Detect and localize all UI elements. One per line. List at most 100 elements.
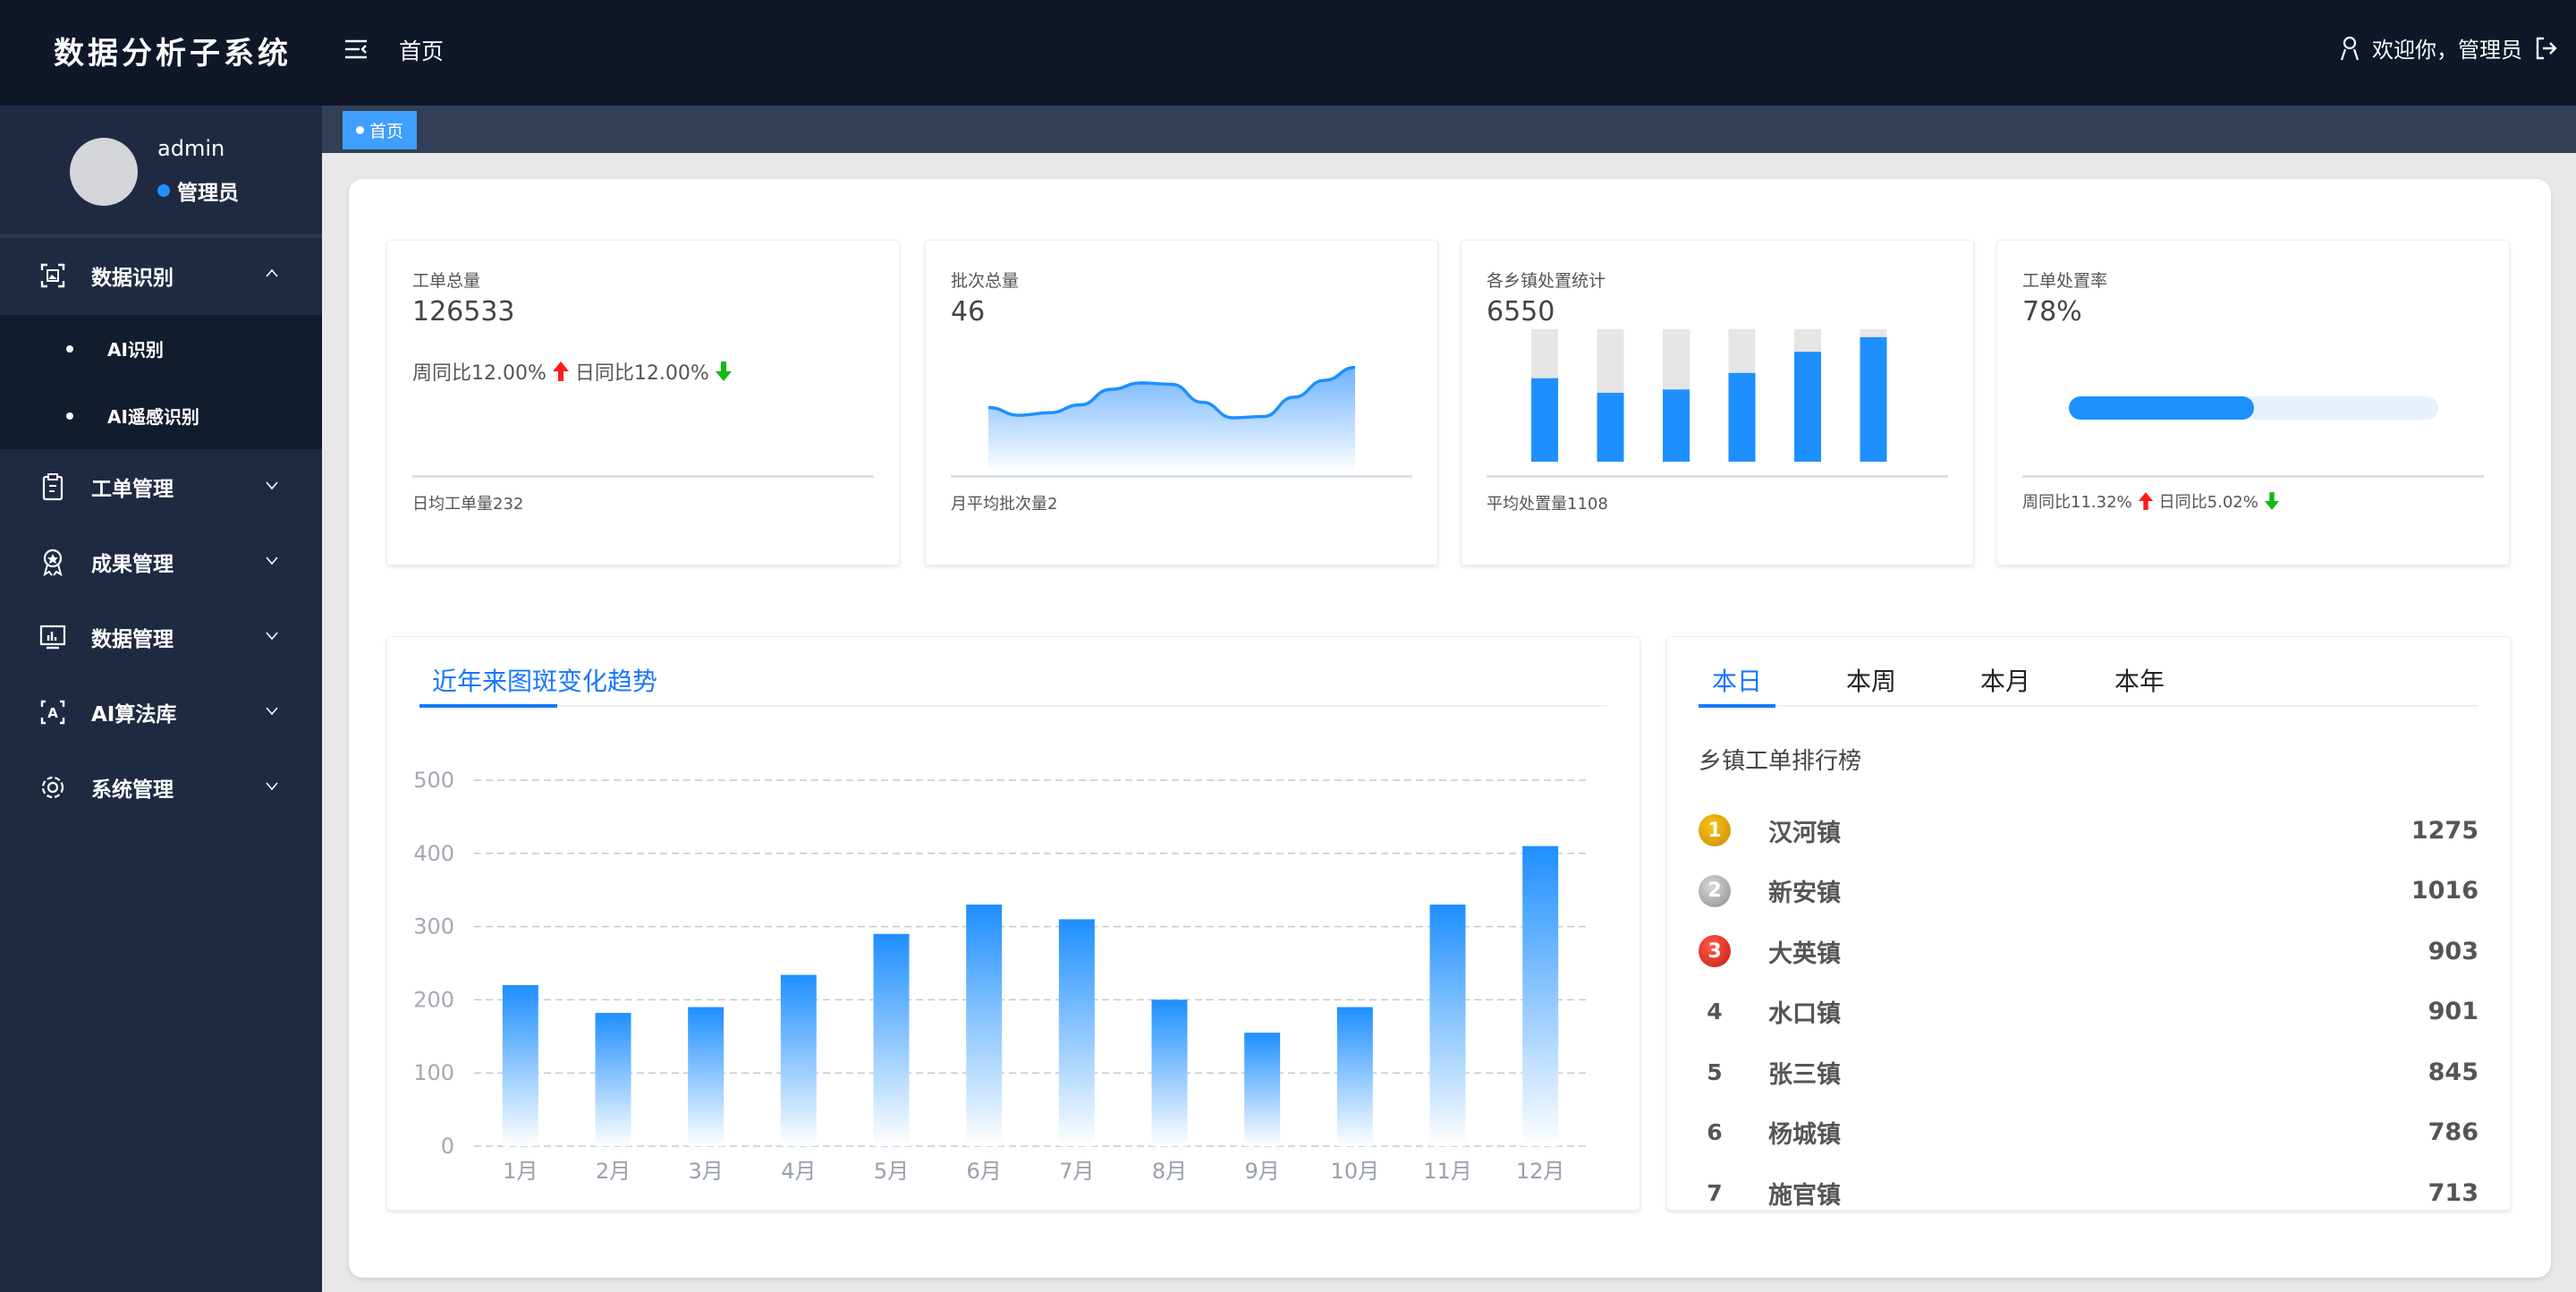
tag-label: 首页 (369, 122, 403, 141)
divider (2022, 475, 2484, 478)
logout-icon[interactable] (2535, 36, 2558, 61)
stat-title: 各乡镇处置统计 (1487, 271, 1606, 291)
order-count: 1016 (2411, 877, 2479, 905)
y-tick-label: 400 (413, 841, 454, 866)
bar[interactable] (688, 1007, 724, 1146)
clipboard-icon (38, 472, 68, 502)
bar[interactable] (1336, 1007, 1373, 1146)
welcome-text: 欢迎你，管理员 (2372, 38, 2522, 63)
ranking-row: 6 杨城镇 786 (1699, 1110, 2479, 1155)
x-tick-label: 5月 (874, 1159, 909, 1184)
role-label: 管理员 (177, 182, 239, 205)
x-tick-label: 2月 (596, 1159, 631, 1184)
bar[interactable] (502, 985, 538, 1146)
divider (412, 475, 874, 478)
user-role: 管理员 (157, 175, 239, 206)
bar[interactable] (1058, 919, 1095, 1146)
gear-icon (38, 772, 68, 803)
ranking-row: 1 汉河镇 1275 (1699, 808, 2479, 853)
svg-text:A: A (47, 705, 58, 721)
menu-label: 数据管理 (91, 628, 174, 651)
sidebar-item-system-settings[interactable]: 系统管理 (0, 750, 322, 825)
sidebar-subitem-ai-recognition[interactable]: AI识别 (0, 315, 322, 382)
bar[interactable] (873, 933, 910, 1146)
sidebar-item-work-orders[interactable]: 工单管理 (0, 449, 322, 524)
bar[interactable] (595, 1013, 631, 1146)
nav-home-link[interactable]: 首页 (399, 38, 445, 64)
tab-trend-chart[interactable]: 近年来图斑变化趋势 (432, 667, 658, 696)
township-name: 汉河镇 (1768, 819, 1841, 847)
tab-divider (419, 705, 1607, 707)
mini-bar-chart (1531, 329, 1887, 462)
avatar[interactable] (70, 138, 138, 206)
stat-card-batches: 批次总量 46 月平均批次量2 (925, 240, 1438, 565)
monitor-chart-icon (38, 622, 68, 652)
tags-view-bar: 首页 (322, 106, 2576, 153)
chevron-down-icon (266, 782, 278, 791)
bar[interactable] (1522, 846, 1559, 1146)
mini-bar (1663, 389, 1690, 462)
ranking-row: 3 大英镇 903 (1699, 929, 2479, 973)
week-compare: 周同比11.32% (2022, 493, 2132, 512)
stat-title: 批次总量 (951, 271, 1020, 291)
week-compare: 周同比12.00% (412, 362, 547, 385)
stat-footer: 日均工单量232 (412, 495, 524, 514)
sidebar-item-results[interactable]: 成果管理 (0, 524, 322, 599)
user-area: 欢迎你，管理员 (2340, 32, 2558, 64)
order-count: 786 (2428, 1118, 2479, 1146)
tab-week[interactable]: 本周 (1846, 667, 1897, 696)
sidebar-item-data-recognition[interactable]: 数据识别 (0, 238, 322, 313)
x-tick-label: 3月 (689, 1159, 724, 1184)
sidebar-item-data-management[interactable]: 数据管理 (0, 599, 322, 675)
rank-number: 4 (1707, 999, 1723, 1024)
stat-title: 工单总量 (412, 271, 481, 291)
mini-bar (1728, 372, 1756, 462)
bar[interactable] (780, 974, 817, 1146)
sparkline-area-chart (988, 365, 1356, 473)
arrow-up-icon (2138, 492, 2153, 510)
username: admin (157, 136, 225, 161)
menu-label: 数据识别 (91, 267, 174, 290)
mini-bar (1531, 378, 1558, 462)
tab-today[interactable]: 本日 (1712, 667, 1763, 696)
township-name: 施官镇 (1768, 1181, 1841, 1210)
tab-year[interactable]: 本年 (2114, 667, 2165, 696)
x-tick-label: 10月 (1331, 1159, 1380, 1184)
divider (951, 475, 1412, 478)
arrow-down-icon (715, 361, 732, 381)
township-name: 大英镇 (1768, 939, 1841, 968)
menu-label: 成果管理 (91, 553, 174, 576)
stat-value: 78% (2022, 296, 2082, 327)
ranking-card: 本日 本周 本月 本年 乡镇工单排行榜 1 汉河镇 1275 2 新安镇 1016 3 大英镇… (1666, 636, 2511, 1211)
y-tick-label: 100 (413, 1060, 454, 1085)
rank-medal-icon: 3 (1699, 935, 1731, 967)
ranking-row: 5 张三镇 845 (1699, 1050, 2479, 1094)
user-icon (2340, 36, 2360, 60)
online-dot-icon (157, 184, 170, 197)
sidebar: admin 管理员 数据识别 AI识别 AI遥感识别 工单管理 成果管理 数据管… (0, 106, 322, 1292)
tab-month[interactable]: 本月 (1980, 667, 2031, 696)
y-tick-label: 500 (413, 768, 454, 793)
township-name: 张三镇 (1768, 1060, 1841, 1089)
rank-number: 6 (1707, 1119, 1723, 1145)
arrow-up-icon (552, 361, 569, 381)
order-count: 845 (2428, 1058, 2479, 1086)
active-dot-icon (355, 126, 364, 134)
chevron-down-icon (266, 557, 278, 565)
arrow-down-icon (2264, 492, 2279, 510)
tag-home[interactable]: 首页 (343, 111, 417, 149)
bar[interactable] (966, 905, 1003, 1146)
township-name: 杨城镇 (1768, 1121, 1841, 1149)
submenu-label: AI遥感识别 (107, 406, 199, 428)
sidebar-item-ai-algorithms[interactable]: A AI算法库 (0, 675, 322, 750)
bar[interactable] (1429, 905, 1466, 1146)
trend-row: 周同比12.00% 日同比12.00% (412, 357, 733, 386)
y-tick-label: 300 (413, 914, 454, 939)
bar[interactable] (1244, 1033, 1281, 1146)
y-tick-label: 0 (441, 1134, 454, 1159)
bar[interactable] (1151, 999, 1188, 1146)
menu-fold-icon[interactable] (343, 38, 369, 61)
chevron-up-icon (266, 268, 278, 277)
rank-number: 7 (1707, 1179, 1723, 1206)
sidebar-subitem-ai-remote-sensing[interactable]: AI遥感识别 (0, 382, 322, 449)
